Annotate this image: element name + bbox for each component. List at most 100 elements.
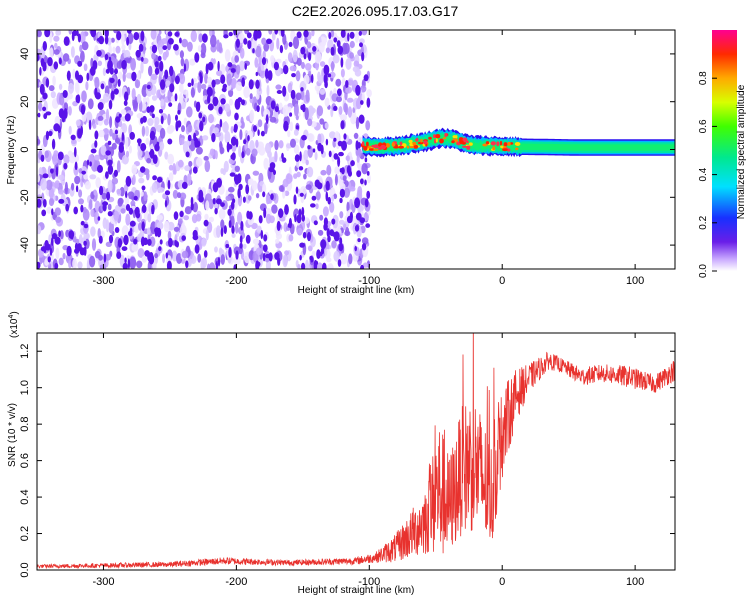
noise-blob [262,183,267,194]
noise-blob [109,116,113,129]
noise-blob [346,201,350,213]
snr-y-label: SNR (10 * v/v) [7,403,18,467]
noise-blob [304,217,310,224]
y-tick-label: 1.0 [19,380,31,395]
noise-peak [80,220,85,226]
noise-peak [61,111,66,123]
noise-peak [343,133,347,140]
noise-blob [240,116,244,128]
noise-blob [255,193,260,199]
noise-peak [333,153,339,160]
noise-blob [120,30,128,35]
noise-peak [86,72,90,82]
noise-blob [235,221,239,234]
noise-blob [112,46,116,54]
snr-y-scale-close: ) [9,311,20,314]
noise-peak [303,30,309,38]
noise-blob [68,106,72,116]
noise-blob [214,246,218,253]
noise-peak [194,244,200,254]
noise-blob [345,58,352,70]
noise-blob [181,38,188,48]
noise-peak [333,137,337,142]
noise-blob [365,120,371,131]
noise-peak [345,80,349,88]
noise-peak [364,198,369,208]
y-tick-label: -40 [19,237,31,253]
signal-peak [393,146,399,149]
noise-blob [168,164,174,171]
noise-blob [204,159,211,173]
noise-peak [177,109,181,115]
noise-blob [296,160,300,168]
noise-blob [225,195,231,202]
noise-blob [84,181,91,190]
noise-blob [165,80,171,87]
noise-peak [248,79,254,90]
noise-peak [226,144,233,150]
noise-blob [224,49,231,62]
noise-blob [269,116,277,123]
signal-peak [406,145,410,149]
snr-panel: -300 -200 -100 0 100 0.0 0.2 0.4 0.6 0.8 1.0 1.2 He… [7,311,676,596]
noise-blob [235,81,243,92]
noise-blob [242,243,247,250]
noise-blob [94,250,101,259]
noise-peak [154,227,160,234]
noise-peak [248,211,253,220]
noise-blob [115,45,121,54]
y-tick-label: 40 [19,48,31,60]
noise-blob [303,149,309,161]
noise-peak [300,46,306,55]
noise-blob [69,154,76,164]
noise-blob [186,173,192,186]
noise-blob [183,174,188,185]
noise-peak [168,102,173,107]
noise-peak [314,260,319,266]
noise-peak [54,236,61,245]
noise-blob [132,174,136,185]
noise-blob [37,174,41,183]
noise-peak [77,60,83,67]
noise-blob [331,240,337,249]
noise-blob [180,57,185,67]
noise-peak [346,215,353,224]
noise-peak [90,30,97,38]
noise-peak [212,96,219,107]
noise-blob [228,98,234,106]
noise-peak [109,67,114,75]
noise-peak [310,256,314,263]
noise-peak [37,112,41,118]
noise-peak [143,204,146,214]
noise-peak [310,73,314,84]
noise-blob [140,191,144,197]
noise-blob [231,233,236,238]
y-tick-label: 0.4 [19,489,31,504]
noise-blob [179,93,183,105]
noise-peak [39,83,45,95]
noise-peak [355,212,362,221]
noise-blob [125,213,131,226]
noise-peak [195,101,201,113]
noise-peak [325,191,329,202]
noise-blob [83,173,88,180]
noise-peak [148,150,155,156]
noise-blob [58,174,65,181]
y-tick-label: 0.0 [19,562,31,577]
noise-blob [338,106,343,115]
noise-blob [329,201,335,213]
noise-blob [125,150,130,158]
noise-blob [275,84,282,90]
noise-blob [319,214,324,221]
y-tick-label: 1.2 [19,344,31,359]
noise-blob [237,211,243,225]
noise-blob [48,234,52,244]
noise-blob [129,256,137,269]
noise-peak [365,223,371,228]
noise-blob [151,182,158,194]
noise-peak [37,52,40,62]
noise-blob [103,92,110,103]
noise-blob [263,108,271,119]
noise-peak [364,179,367,186]
